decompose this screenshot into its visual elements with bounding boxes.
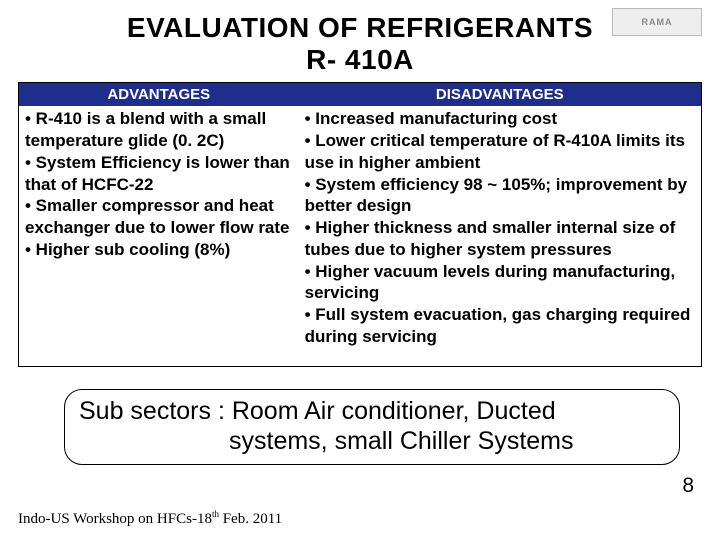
subsector-line-1: Sub sectors : Room Air conditioner, Duct… bbox=[79, 396, 665, 426]
table-body-row: • R-410 is a blend with a small temperat… bbox=[19, 106, 701, 365]
subsector-line-2: systems, small Chiller Systems bbox=[79, 426, 665, 456]
header-advantages: ADVANTAGES bbox=[19, 83, 299, 106]
footer-suffix: Feb. 2011 bbox=[219, 511, 282, 527]
brand-logo: RAMA bbox=[612, 8, 702, 36]
header-disadvantages: DISADVANTAGES bbox=[299, 83, 701, 106]
advantages-cell: • R-410 is a blend with a small temperat… bbox=[19, 106, 299, 365]
footer-text: Indo-US Workshop on HFCs-18th Feb. 2011 bbox=[18, 509, 282, 528]
footer-super: th bbox=[212, 509, 219, 519]
subsector-callout: Sub sectors : Room Air conditioner, Duct… bbox=[64, 389, 680, 465]
table-header-row: ADVANTAGES DISADVANTAGES bbox=[19, 83, 701, 106]
brand-logo-text: RAMA bbox=[642, 17, 673, 27]
disadvantages-cell: • Increased manufacturing cost • Lower c… bbox=[299, 106, 701, 365]
page-number: 8 bbox=[682, 474, 694, 498]
title-line-2: R- 410A bbox=[0, 44, 720, 76]
comparison-table: ADVANTAGES DISADVANTAGES • R-410 is a bl… bbox=[18, 82, 702, 366]
footer-prefix: Indo-US Workshop on HFCs-18 bbox=[18, 511, 212, 527]
